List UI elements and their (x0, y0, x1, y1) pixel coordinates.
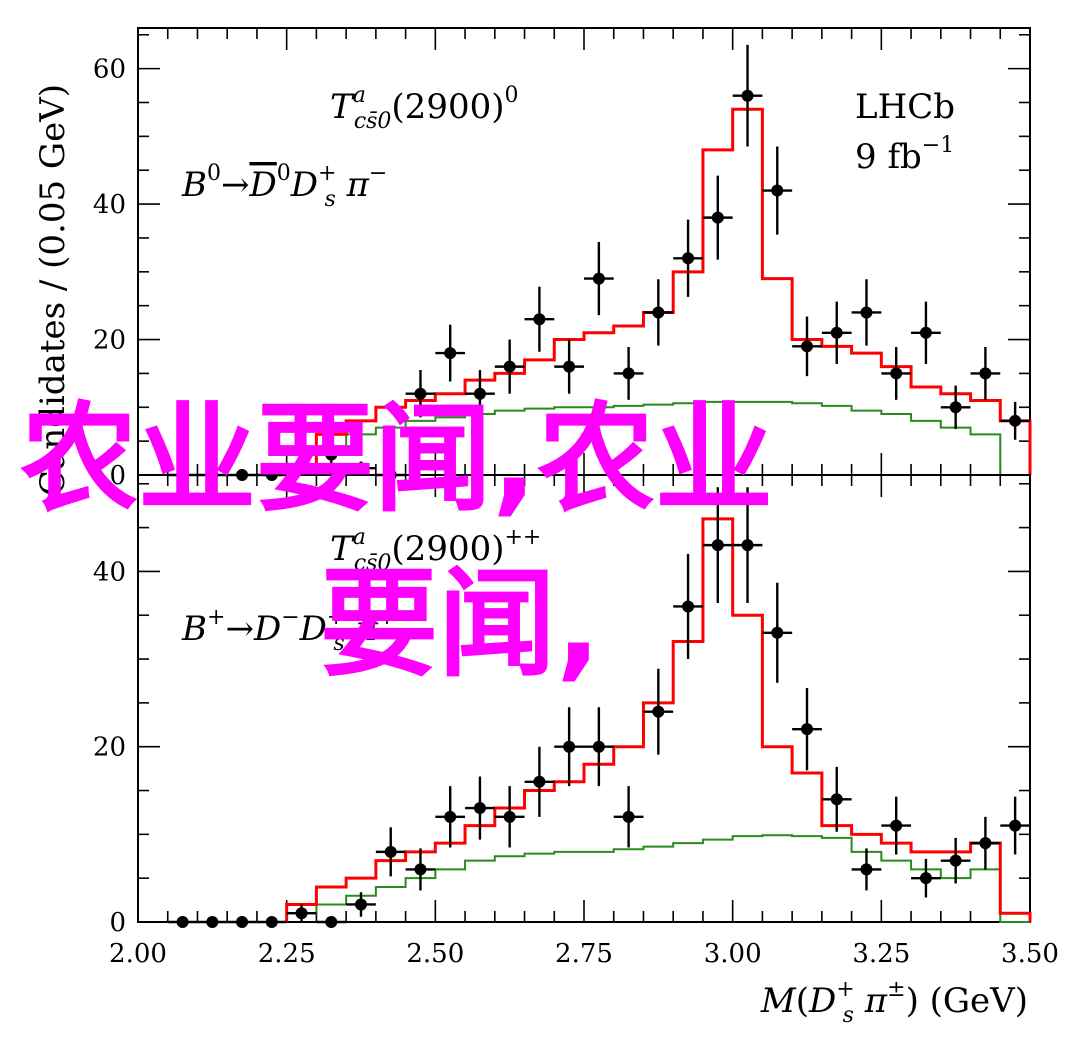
bottom-data-point (979, 837, 992, 850)
bottom-data-point (325, 916, 338, 928)
top-data-point (682, 252, 695, 265)
bottom-data-point (919, 872, 932, 885)
bottom-data-point (860, 863, 873, 876)
top-decay-label: B0→D0D+ s π− (181, 161, 387, 212)
bottom-x-tick-label: 2.25 (258, 939, 316, 969)
bottom-x-tick-label: 2.00 (109, 939, 167, 969)
top-data-point (860, 306, 873, 319)
top-data-point (414, 387, 427, 400)
top-data-point (355, 462, 367, 475)
bottom-data-point (295, 907, 308, 920)
top-y-tick-label: 40 (93, 190, 126, 220)
bottom-decay-label: B+→D−D+ s π+ (181, 605, 396, 656)
bottom-data-point (830, 793, 843, 806)
bottom-panel: 0 20 40 2.00 2.25 2.50 2.75 3.00 3.25 3.50 (93, 474, 1059, 969)
top-data-point (325, 448, 338, 461)
bottom-data-point (384, 845, 397, 858)
top-data-point (503, 360, 516, 373)
top-data-point (801, 340, 813, 353)
top-y-tick-label: 60 (93, 55, 126, 85)
bottom-data-point (236, 916, 249, 928)
bottom-data-point (355, 898, 367, 911)
bottom-data-point (949, 854, 962, 867)
bottom-data-point (533, 775, 546, 788)
bottom-data-point (652, 705, 665, 718)
top-data-point (711, 211, 724, 224)
top-data-point (622, 367, 635, 380)
experiment-label: LHCb (855, 87, 955, 127)
bottom-data-point (771, 626, 784, 639)
bottom-data-point (592, 740, 605, 753)
top-data-point (979, 367, 992, 380)
bottom-data-point (741, 539, 754, 552)
top-data-point (533, 313, 546, 326)
bottom-data-point (801, 723, 813, 736)
bottom-data-point (473, 802, 486, 815)
bottom-data-point (682, 600, 695, 613)
watermark-line-1: 农业要闻,农业 (20, 390, 773, 528)
bottom-annotations: Ta cs̄0(2900)++ B+→D−D+ s π+ (181, 525, 541, 656)
bottom-data-point (414, 863, 427, 876)
top-data-point (949, 401, 962, 414)
top-annotations: Ta cs̄0(2900)0 B0→D0D+ s π− LHCb 9 fb−1 (181, 83, 955, 212)
bottom-x-tick-label: 2.75 (555, 939, 613, 969)
bottom-data-point (265, 916, 278, 928)
bottom-x-tick-label: 2.50 (406, 939, 464, 969)
top-data-point (919, 326, 932, 339)
bottom-x-tick-label: 3.50 (1001, 939, 1059, 969)
bottom-data-point (890, 819, 903, 832)
y-axis-title: Candidates / (0.05 GeV) (33, 84, 73, 496)
bottom-data-point (622, 810, 635, 823)
top-fit-component-line (285, 400, 1030, 476)
bottom-y-tick-label: 20 (93, 733, 126, 763)
bottom-x-tick-label: 3.25 (852, 939, 910, 969)
watermark-line-2: 要闻, (320, 555, 601, 693)
bottom-data-point (1009, 819, 1022, 832)
bottom-data-point (206, 916, 219, 928)
bottom-frame (137, 474, 1031, 923)
top-particle-label: Ta cs̄0(2900)0 (330, 83, 518, 134)
top-y-tick-label: 0 (109, 461, 126, 491)
top-data-point (444, 347, 457, 360)
x-axis-title: M(D+ s π±) (GeV) (760, 977, 1028, 1028)
bottom-fit-total-line (285, 517, 1032, 922)
bottom-data-point (503, 810, 516, 823)
bottom-data-point (176, 916, 189, 928)
top-data-point (592, 272, 605, 285)
bottom-data-point (563, 740, 576, 753)
top-data-point (473, 387, 486, 400)
bottom-data-point (444, 810, 457, 823)
top-data-point (563, 360, 576, 373)
top-data-point (741, 89, 754, 102)
top-data-point (1009, 414, 1022, 427)
luminosity-label: 9 fb−1 (855, 133, 954, 177)
top-data-point (652, 306, 665, 319)
bottom-particle-label: Ta cs̄0(2900)++ (330, 525, 541, 576)
top-data-point (771, 184, 784, 197)
top-data-point (830, 326, 843, 339)
top-y-tick-label: 20 (93, 326, 126, 356)
top-panel: 0 20 40 60 (93, 27, 1032, 491)
bottom-fit-component-line (285, 834, 1030, 923)
bottom-x-tick-label: 3.00 (704, 939, 762, 969)
top-data-point (295, 462, 308, 475)
bottom-data-point (711, 539, 724, 552)
bottom-y-tick-label: 40 (93, 557, 126, 587)
bottom-y-tick-label: 0 (109, 908, 126, 938)
top-data-point (890, 367, 903, 380)
